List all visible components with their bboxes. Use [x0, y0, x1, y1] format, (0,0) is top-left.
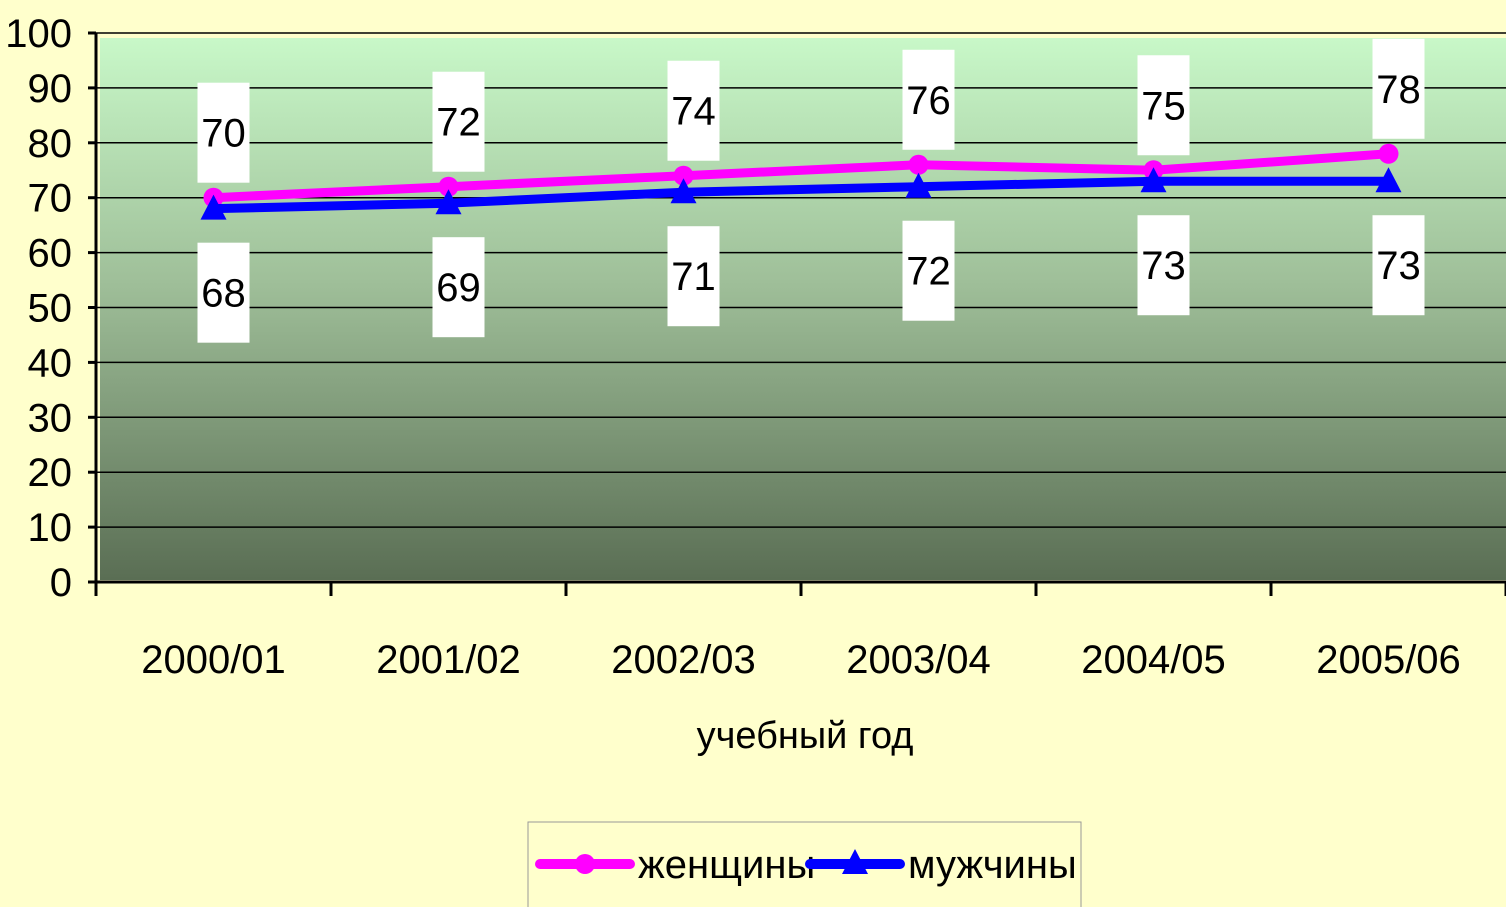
- y-tick-label: 50: [28, 287, 73, 331]
- data-label-box: [1372, 215, 1425, 316]
- legend-label: женщины: [638, 843, 815, 887]
- gridlines: [96, 32, 1506, 528]
- y-tick-label: 60: [28, 232, 73, 276]
- data-point-marker: [905, 172, 932, 198]
- data-label-box: [667, 226, 720, 327]
- y-tick-label: 40: [28, 341, 73, 385]
- series-line-2: [209, 176, 1393, 214]
- x-tick-label: 2001/02: [376, 638, 521, 682]
- y-tick-label: 90: [28, 67, 73, 111]
- x-tick-label: 2000/01: [141, 638, 286, 682]
- data-labels: 70 72 74 76 75 78 68 69 71 72 73 73: [197, 38, 1425, 343]
- data-point-marker: [670, 178, 697, 204]
- legend-marker: [842, 849, 868, 874]
- plot-area: [100, 38, 1506, 580]
- data-point-marker: [1375, 167, 1402, 193]
- data-label-box: [197, 82, 250, 183]
- y-tick-label: 80: [28, 122, 73, 166]
- legend-label: мужчины: [908, 843, 1077, 887]
- y-tick-label: 10: [28, 506, 73, 550]
- data-label-box: [432, 71, 485, 172]
- data-label: 74: [671, 90, 716, 134]
- y-tick-label: 20: [28, 451, 73, 495]
- data-label: 71: [671, 255, 716, 299]
- data-label: 70: [201, 112, 246, 156]
- data-point-marker: [1378, 143, 1399, 164]
- data-label: 75: [1141, 84, 1186, 128]
- y-tick-label: 0: [50, 561, 72, 605]
- data-point-marker: [438, 176, 459, 197]
- data-label: 78: [1376, 68, 1421, 112]
- data-point-marker: [200, 194, 227, 220]
- x-axis-ticks: 2000/01 2001/02 2002/03 2003/04 2004/05 2005/…: [94, 582, 1506, 682]
- data-label-box: [902, 220, 955, 321]
- y-axis-ticks: 0 10 20 30 40 50 60 70 80 90 100: [5, 12, 96, 605]
- legend-marker: [575, 854, 595, 874]
- data-point-marker: [908, 154, 929, 175]
- data-label: 72: [906, 250, 951, 294]
- y-tick-label: 30: [28, 396, 73, 440]
- x-tick-label: 2004/05: [1081, 638, 1226, 682]
- data-point-marker: [673, 165, 694, 186]
- data-label-box: [902, 49, 955, 150]
- data-label-box: [1137, 215, 1190, 316]
- x-axis-title: учебный год: [697, 715, 914, 757]
- data-point-marker: [1140, 167, 1167, 193]
- data-label-box: [432, 237, 485, 338]
- data-label: 69: [436, 266, 481, 310]
- data-label-box: [667, 60, 720, 161]
- data-label: 76: [906, 79, 951, 123]
- data-label: 72: [436, 101, 481, 145]
- x-tick-label: 2005/06: [1316, 638, 1461, 682]
- x-tick-label: 2002/03: [611, 638, 756, 682]
- data-point-marker: [435, 189, 462, 215]
- data-label: 73: [1141, 244, 1186, 288]
- data-label: 73: [1376, 244, 1421, 288]
- y-tick-label: 70: [28, 177, 73, 221]
- x-tick-label: 2003/04: [846, 638, 991, 682]
- data-label: 68: [201, 272, 246, 316]
- data-label-box: [1372, 38, 1425, 139]
- data-label-box: [1137, 55, 1190, 156]
- y-tick-label: 100: [5, 12, 72, 56]
- series-lines: [200, 143, 1402, 220]
- series-line-1: [209, 149, 1393, 203]
- legend: женщины мужчины: [527, 821, 1082, 907]
- data-label-box: [197, 242, 250, 343]
